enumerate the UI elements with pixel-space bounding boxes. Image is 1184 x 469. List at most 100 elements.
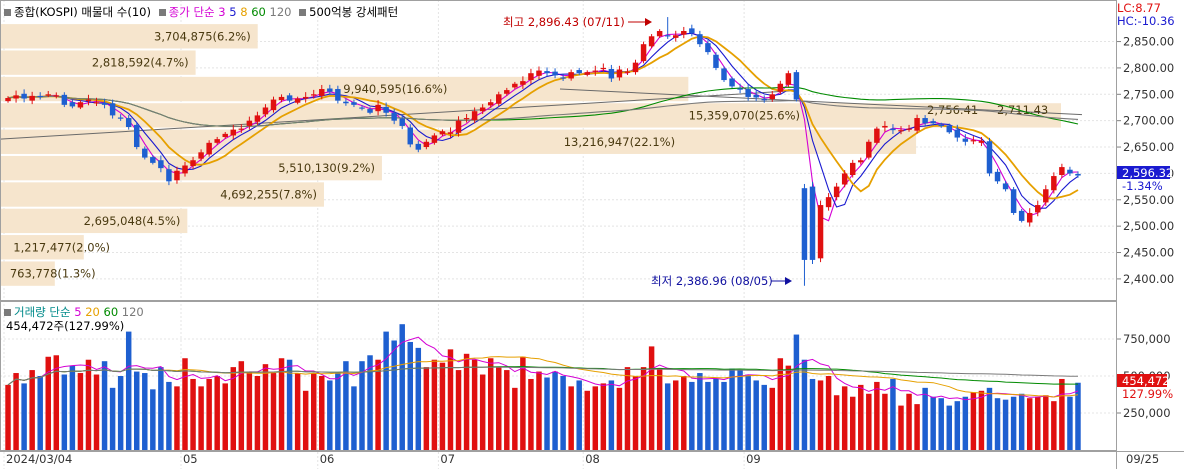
volume-bar — [504, 370, 510, 450]
volume-bar — [367, 355, 373, 450]
candle-body — [182, 165, 188, 174]
volume-bar — [45, 356, 51, 450]
candle-body — [45, 94, 51, 96]
volume-bar — [1035, 396, 1041, 450]
volume-bar — [544, 377, 550, 450]
volume-bar — [1067, 396, 1073, 450]
volume-bar — [125, 331, 132, 450]
candle-body — [689, 28, 695, 34]
volume-panel-title: 거래량 단순 — [14, 305, 71, 319]
candle-body — [656, 31, 663, 37]
candle-body — [729, 78, 735, 87]
volume-bar — [206, 378, 212, 450]
candle-body — [930, 121, 936, 124]
volume-bar — [793, 334, 800, 450]
candle-body — [21, 93, 27, 99]
volume-bar — [914, 404, 920, 450]
candle-body — [53, 95, 60, 97]
candlesticks[interactable] — [5, 17, 1081, 286]
volume-bar — [254, 376, 261, 450]
volume-profile-label: 2,695,048(4.5%) — [84, 214, 181, 228]
candle-body — [817, 205, 824, 259]
trend-line-label: 2,756.41 — [927, 103, 978, 117]
volume-profile-bar — [1, 261, 55, 286]
volume-bar — [359, 361, 365, 450]
volume-bar — [319, 376, 325, 450]
price-ma-line-8 — [7, 35, 1079, 200]
volume-bar — [689, 381, 695, 450]
price-tick-label: 2,700.00 — [1123, 114, 1174, 128]
candle-body — [512, 83, 518, 88]
vol-period-60: 60 — [103, 305, 119, 319]
volume-bar — [737, 370, 743, 450]
volume-bar — [214, 376, 220, 450]
volume-profile-label: 763,778(1.3%) — [10, 267, 96, 281]
price-tick-label: 2,500.00 — [1123, 219, 1174, 233]
volume-bar — [13, 373, 19, 450]
candle-body — [302, 96, 309, 99]
current-volume-ratio: 127.99% — [1122, 387, 1173, 401]
volume-moving-averages — [7, 336, 1079, 401]
volume-bar — [142, 373, 148, 450]
volume-tick-label: 250,000 — [1123, 406, 1171, 420]
volume-profile-bar — [1, 155, 382, 181]
volume-bar — [713, 378, 719, 450]
x-tick-label: 05 — [183, 452, 198, 466]
volume-bar — [1002, 399, 1009, 450]
candle-body — [1002, 183, 1009, 190]
candle-body — [198, 152, 204, 159]
candle-body — [61, 94, 68, 105]
volume-bar — [986, 387, 993, 450]
candle-body — [351, 102, 357, 105]
volume-profile-label: 9,940,595(16.6%) — [343, 82, 447, 96]
volume-bar — [302, 390, 309, 450]
volume-bar — [890, 378, 896, 450]
x-tick-label: 09/25 — [1126, 452, 1159, 466]
candle-body — [841, 173, 848, 185]
candle-body — [809, 186, 816, 260]
volume-bar — [1051, 401, 1057, 450]
volume-bar — [1059, 378, 1065, 450]
volume-profile-bar — [1, 235, 84, 260]
volume-bar — [93, 374, 100, 450]
volume-bar — [351, 386, 357, 450]
candle-body — [109, 103, 116, 116]
volume-value-label: 454,472주(127.99%) — [6, 319, 125, 333]
candle-body — [898, 130, 904, 132]
candle-body — [13, 95, 19, 99]
volume-bar — [439, 362, 446, 450]
candle-body — [487, 102, 494, 106]
candle-body — [1075, 173, 1081, 176]
price-panel-title: 종합(KOSPI) 매물대 수(10) — [14, 5, 151, 19]
candle-body — [246, 120, 253, 126]
candle-body — [504, 90, 510, 94]
candle-body — [29, 95, 35, 101]
candle-body — [174, 170, 180, 181]
volume-bar — [399, 324, 405, 450]
volume-bar — [77, 373, 84, 450]
volume-bar — [294, 373, 301, 450]
volume-bar — [833, 395, 840, 450]
volume-bar — [423, 367, 430, 450]
volume-bar — [866, 393, 872, 450]
candle-body — [640, 44, 647, 62]
candle-body — [681, 31, 687, 35]
candle-body — [914, 118, 920, 131]
candle-body — [632, 62, 639, 73]
volume-bar — [85, 359, 92, 450]
volume-bar — [487, 358, 494, 450]
candle-body — [664, 35, 671, 37]
vol-period-5: 5 — [74, 305, 82, 319]
volume-bar — [407, 341, 413, 450]
candle-body — [753, 94, 759, 98]
current-price: 2,596.32 — [1122, 166, 1173, 180]
candle-body — [978, 140, 985, 143]
candle-body — [447, 132, 454, 134]
volume-bar — [664, 383, 671, 450]
volume-bar — [801, 359, 808, 450]
candle-body — [278, 96, 285, 101]
volume-bars[interactable] — [5, 324, 1081, 450]
volume-bar — [528, 378, 534, 450]
volume-bar — [777, 358, 784, 450]
